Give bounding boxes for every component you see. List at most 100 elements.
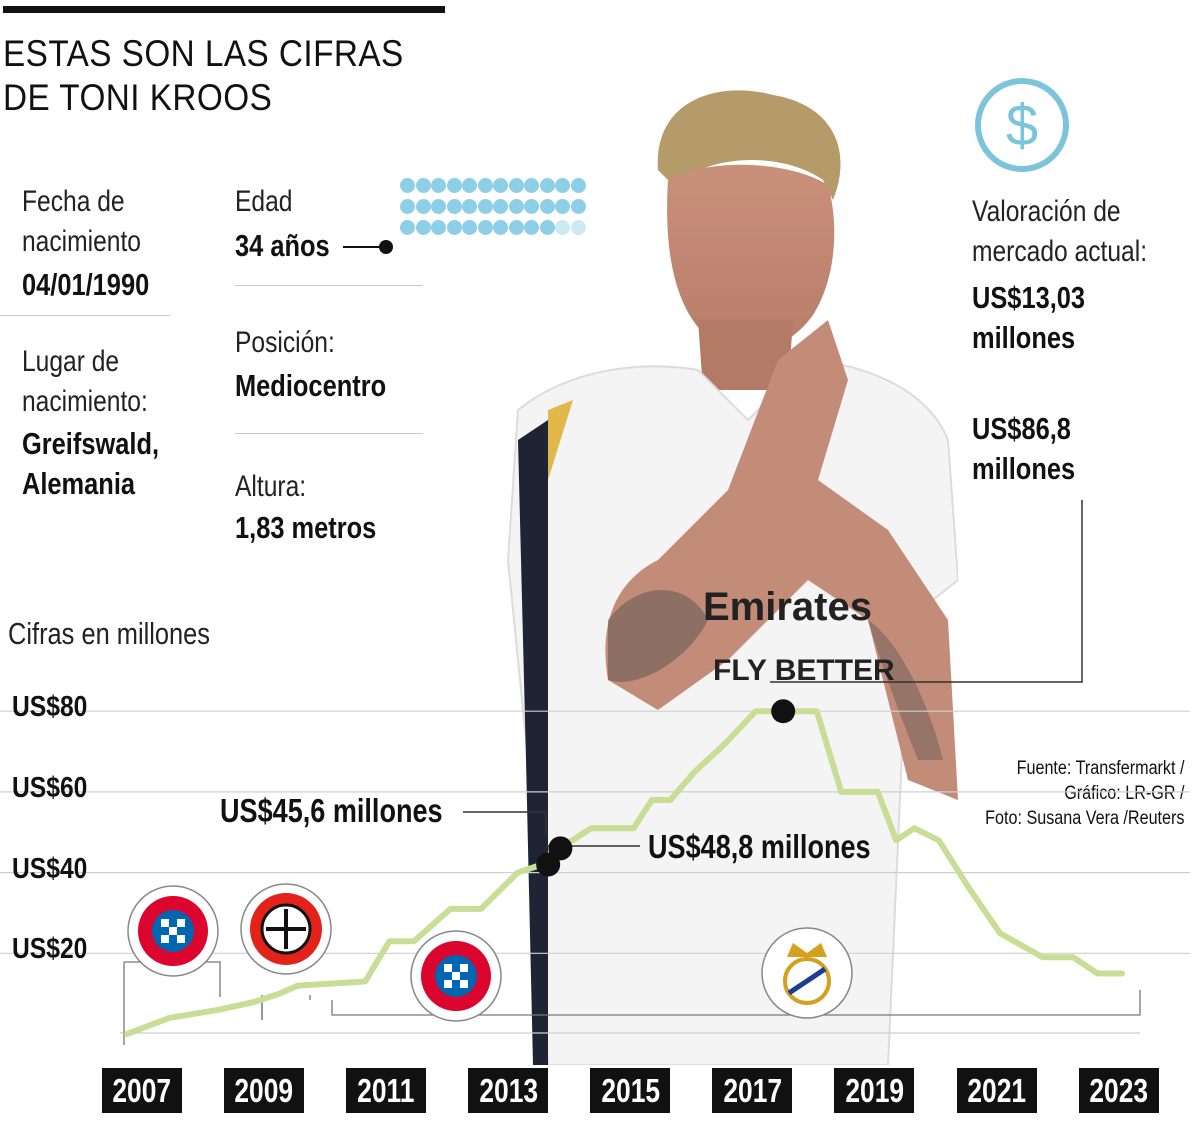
fc-bayern-logo-diamond bbox=[161, 935, 169, 943]
x-tick-label: 2011 bbox=[346, 1068, 427, 1113]
age-dot bbox=[400, 199, 415, 214]
age-dot bbox=[539, 178, 555, 193]
source-line-2: Gráfico: LR-GR / bbox=[1063, 783, 1184, 804]
age-dot bbox=[431, 178, 446, 193]
real-madrid-logo-crown bbox=[787, 943, 827, 957]
x-tick-label: 2023 bbox=[1078, 1068, 1159, 1113]
x-tick-label-text: 2009 bbox=[234, 1072, 294, 1109]
x-tick-label-text: 2023 bbox=[1089, 1072, 1149, 1109]
annotation-marker bbox=[548, 836, 573, 861]
source-line-3: Foto: Susana Vera /Reuters bbox=[984, 808, 1184, 829]
birth-place-label-2: nacimiento: bbox=[22, 385, 148, 418]
y-tick-label: US$40 bbox=[12, 852, 88, 885]
age-dot bbox=[477, 199, 493, 214]
age-dot bbox=[446, 178, 462, 193]
player-photo: Emirates FLY BETTER bbox=[506, 90, 958, 1065]
x-tick-label: 2009 bbox=[224, 1068, 305, 1113]
age-dot bbox=[415, 178, 431, 193]
dollar-icon: $ bbox=[975, 78, 1069, 172]
age-value: 34 años bbox=[235, 228, 330, 263]
x-tick-label: 2019 bbox=[834, 1068, 915, 1113]
y-tick-label: US$20 bbox=[12, 933, 88, 966]
age-dot bbox=[400, 178, 415, 193]
y-tick-label: US$60 bbox=[12, 771, 88, 804]
fc-bayern-logo-diamond bbox=[460, 980, 468, 988]
x-tick-label-text: 2013 bbox=[478, 1072, 538, 1109]
title-line-2: DE TONI KROOS bbox=[3, 77, 273, 118]
age-dot bbox=[508, 178, 524, 193]
position-value: Mediocentro bbox=[235, 368, 387, 403]
age-dot bbox=[524, 220, 539, 235]
birth-place-label-1: Lugar de bbox=[22, 345, 120, 378]
age-dot bbox=[570, 178, 586, 193]
title-rule bbox=[3, 6, 445, 13]
annotation-marker bbox=[771, 699, 796, 724]
age-dot bbox=[524, 178, 539, 193]
age-label: Edad bbox=[235, 185, 293, 218]
x-tick-label: 2013 bbox=[468, 1068, 549, 1113]
age-dot bbox=[431, 199, 446, 214]
source-line-1: Fuente: Transfermarkt / bbox=[1016, 758, 1184, 779]
age-dot bbox=[462, 199, 477, 214]
chart-subtitle: Cifras en millones bbox=[8, 616, 211, 651]
birth-place-1: Greifswald, bbox=[22, 426, 160, 461]
height-value: 1,83 metros bbox=[235, 510, 377, 545]
x-tick-label-text: 2015 bbox=[600, 1072, 660, 1109]
age-dot bbox=[555, 178, 570, 193]
position-label: Posición: bbox=[235, 326, 335, 359]
x-tick-label: 2021 bbox=[956, 1068, 1037, 1113]
age-dot bbox=[555, 220, 570, 235]
market-current-2: millones bbox=[972, 320, 1076, 355]
market-peak-1: US$86,8 bbox=[972, 411, 1071, 446]
age-dot bbox=[462, 178, 477, 193]
age-dot bbox=[493, 199, 508, 214]
birth-date: 04/01/1990 bbox=[22, 267, 150, 302]
age-dot bbox=[493, 220, 508, 235]
x-tick-label: 2017 bbox=[712, 1068, 793, 1113]
annotation-48-8: US$48,8 millones bbox=[648, 828, 871, 865]
age-connector bbox=[343, 246, 385, 248]
y-tick-label: US$80 bbox=[12, 691, 88, 724]
info-divider bbox=[0, 315, 170, 316]
age-dot bbox=[570, 220, 586, 235]
fc-bayern-logo-diamond bbox=[444, 964, 452, 972]
fc-bayern-logo-diamond bbox=[161, 919, 169, 927]
fc-bayern-logo-diamond bbox=[177, 935, 185, 943]
annotation-leader bbox=[463, 811, 547, 836]
x-tick-label: 2015 bbox=[590, 1068, 671, 1113]
x-tick-label-text: 2011 bbox=[357, 1072, 415, 1109]
birth-date-label-1: Fecha de bbox=[22, 185, 125, 218]
title-line-1: ESTAS SON LAS CIFRAS bbox=[3, 33, 404, 74]
fc-bayern-logo-diamond bbox=[444, 980, 452, 988]
birth-place-2: Alemania bbox=[22, 466, 136, 501]
age-dot bbox=[539, 220, 555, 235]
market-label-2: mercado actual: bbox=[972, 235, 1148, 268]
age-dot bbox=[508, 199, 524, 214]
birth-date-label-2: nacimiento bbox=[22, 225, 141, 258]
real-madrid-logo-band bbox=[787, 966, 827, 996]
x-tick-label-text: 2021 bbox=[967, 1072, 1026, 1109]
age-dot bbox=[462, 220, 477, 235]
annotation-45-6: US$45,6 millones bbox=[220, 792, 443, 829]
fc-bayern-logo-diamond bbox=[460, 964, 468, 972]
age-dot bbox=[400, 220, 415, 235]
age-dot bbox=[493, 178, 508, 193]
age-dot bbox=[524, 199, 539, 214]
club-bracket bbox=[331, 990, 1141, 1016]
market-current-1: US$13,03 bbox=[972, 280, 1086, 315]
age-dot bbox=[477, 178, 493, 193]
age-dot bbox=[555, 199, 570, 214]
svg-text:Emirates: Emirates bbox=[703, 585, 872, 629]
age-dot bbox=[415, 220, 431, 235]
market-label-1: Valoración de bbox=[972, 195, 1121, 228]
annotation-leader bbox=[770, 500, 1083, 683]
fc-bayern-logo-diamond bbox=[452, 972, 460, 980]
page-title: ESTAS SON LAS CIFRAS DE TONI KROOS bbox=[3, 32, 404, 120]
age-dot bbox=[446, 199, 462, 214]
market-peak-2: millones bbox=[972, 451, 1076, 486]
x-tick-label-text: 2007 bbox=[112, 1072, 172, 1109]
info-divider bbox=[235, 285, 423, 286]
age-dot bbox=[431, 220, 446, 235]
series-line bbox=[124, 708, 1125, 1037]
